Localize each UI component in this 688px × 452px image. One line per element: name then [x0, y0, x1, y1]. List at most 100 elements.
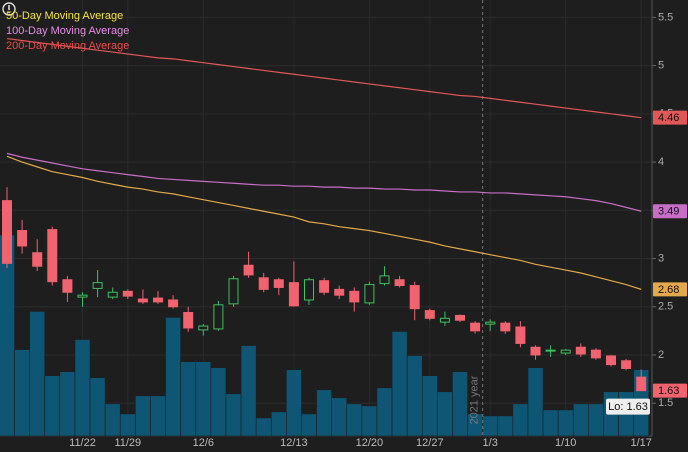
volume-bar — [482, 415, 499, 437]
volume-bar — [74, 339, 91, 437]
x-tick-label: 1/17 — [630, 437, 651, 449]
candle-body — [606, 355, 616, 366]
y-tick-label: 2.5 — [658, 301, 673, 313]
candle-body — [575, 346, 586, 355]
volume-bar — [331, 397, 348, 437]
candle-body — [560, 349, 571, 354]
candle-body — [258, 277, 269, 290]
y-tick-label: 2 — [658, 349, 664, 361]
y-tick-label: 4 — [658, 156, 664, 168]
y-tick-label: 5 — [658, 59, 664, 71]
candle-body — [77, 294, 88, 298]
candle-body — [32, 252, 43, 267]
volume-bar — [376, 387, 393, 437]
y-tick-label: 1.5 — [658, 397, 673, 409]
x-tick-label: 12/13 — [280, 437, 308, 449]
x-tick-label: 1/10 — [555, 437, 576, 449]
candle-body — [319, 280, 330, 293]
y-tick-label: 5.5 — [658, 11, 673, 23]
candle-body — [107, 291, 118, 298]
volume-bar — [165, 317, 181, 437]
volume-bar — [270, 411, 287, 437]
volume-bar — [391, 331, 408, 437]
candle-body — [455, 314, 465, 321]
candle-body — [273, 279, 284, 288]
volume-bar — [286, 369, 302, 437]
x-tick-label: 11/29 — [114, 437, 141, 449]
candle-body — [621, 360, 632, 369]
volume-bar — [135, 395, 151, 437]
volume-bar — [452, 371, 468, 437]
volume-bar — [497, 415, 514, 437]
candle-body — [243, 264, 254, 276]
candle-body — [153, 297, 163, 303]
candle-body — [122, 290, 133, 297]
moving-average-line — [6, 37, 642, 119]
x-tick-label: 12/6 — [193, 437, 214, 449]
volume-bar — [542, 409, 559, 437]
volume-bar — [14, 349, 30, 437]
price-tag-label: 3.49 — [658, 206, 679, 218]
candle-body — [62, 279, 73, 293]
volume-bar — [361, 405, 378, 437]
candle-body — [168, 299, 179, 308]
volume-bar — [195, 361, 212, 437]
candle-body — [304, 279, 314, 301]
candle-body — [439, 317, 450, 323]
low-label-box — [606, 398, 650, 415]
volume-bar — [180, 361, 197, 437]
volume-bar — [437, 391, 453, 437]
volume-bar — [150, 395, 166, 437]
candle-body — [288, 282, 299, 307]
volume-bar — [210, 367, 227, 437]
x-tick-label: 1/3 — [483, 437, 498, 449]
alert-icon — [2, 2, 16, 16]
candle-body — [545, 349, 556, 352]
candle-body — [394, 279, 405, 287]
legend-entry: 50-Day Moving Average — [6, 10, 123, 22]
volume-bar — [89, 377, 106, 437]
volume-bar — [316, 389, 332, 437]
legend-entry: 200-Day Moving Average — [6, 40, 129, 52]
candle-body — [213, 304, 224, 330]
candle-body — [183, 312, 194, 329]
candle-body — [515, 326, 526, 344]
volume-bar — [406, 355, 423, 437]
volume-bar — [346, 403, 363, 437]
moving-average-line — [6, 155, 642, 290]
volume-bar — [104, 403, 121, 437]
volume-bar — [255, 417, 272, 437]
price-tag-label: 1.63 — [658, 385, 679, 397]
candle-body — [379, 275, 390, 285]
moving-average-line — [6, 152, 642, 212]
year-annotation: 2021 year — [469, 375, 481, 424]
price-tag — [653, 383, 687, 398]
volume-bar — [240, 345, 257, 437]
volume-bar — [119, 413, 136, 437]
price-tag — [653, 282, 687, 297]
volume-bar — [588, 403, 604, 437]
candle-body — [334, 288, 345, 296]
candle-body — [636, 376, 647, 392]
volume-bar — [59, 371, 76, 437]
candle-body — [47, 229, 58, 283]
price-tag — [653, 204, 687, 219]
candle-body — [17, 230, 28, 247]
volume-bar — [301, 413, 317, 437]
legend-entry: 100-Day Moving Average — [6, 25, 129, 37]
x-tick-label: 12/27 — [416, 437, 444, 449]
candle-body — [409, 285, 420, 310]
candle-body — [349, 290, 360, 303]
y-tick-label: 3 — [658, 252, 664, 264]
x-tick-label: 11/22 — [69, 437, 96, 449]
candle-body — [2, 200, 12, 264]
x-tick-label: 12/20 — [356, 437, 384, 449]
price-tag — [653, 110, 687, 125]
candle-body — [590, 349, 601, 359]
volume-bar — [527, 367, 544, 437]
candle-body — [470, 322, 481, 332]
candle-body — [424, 310, 435, 319]
candle-body — [500, 322, 511, 332]
